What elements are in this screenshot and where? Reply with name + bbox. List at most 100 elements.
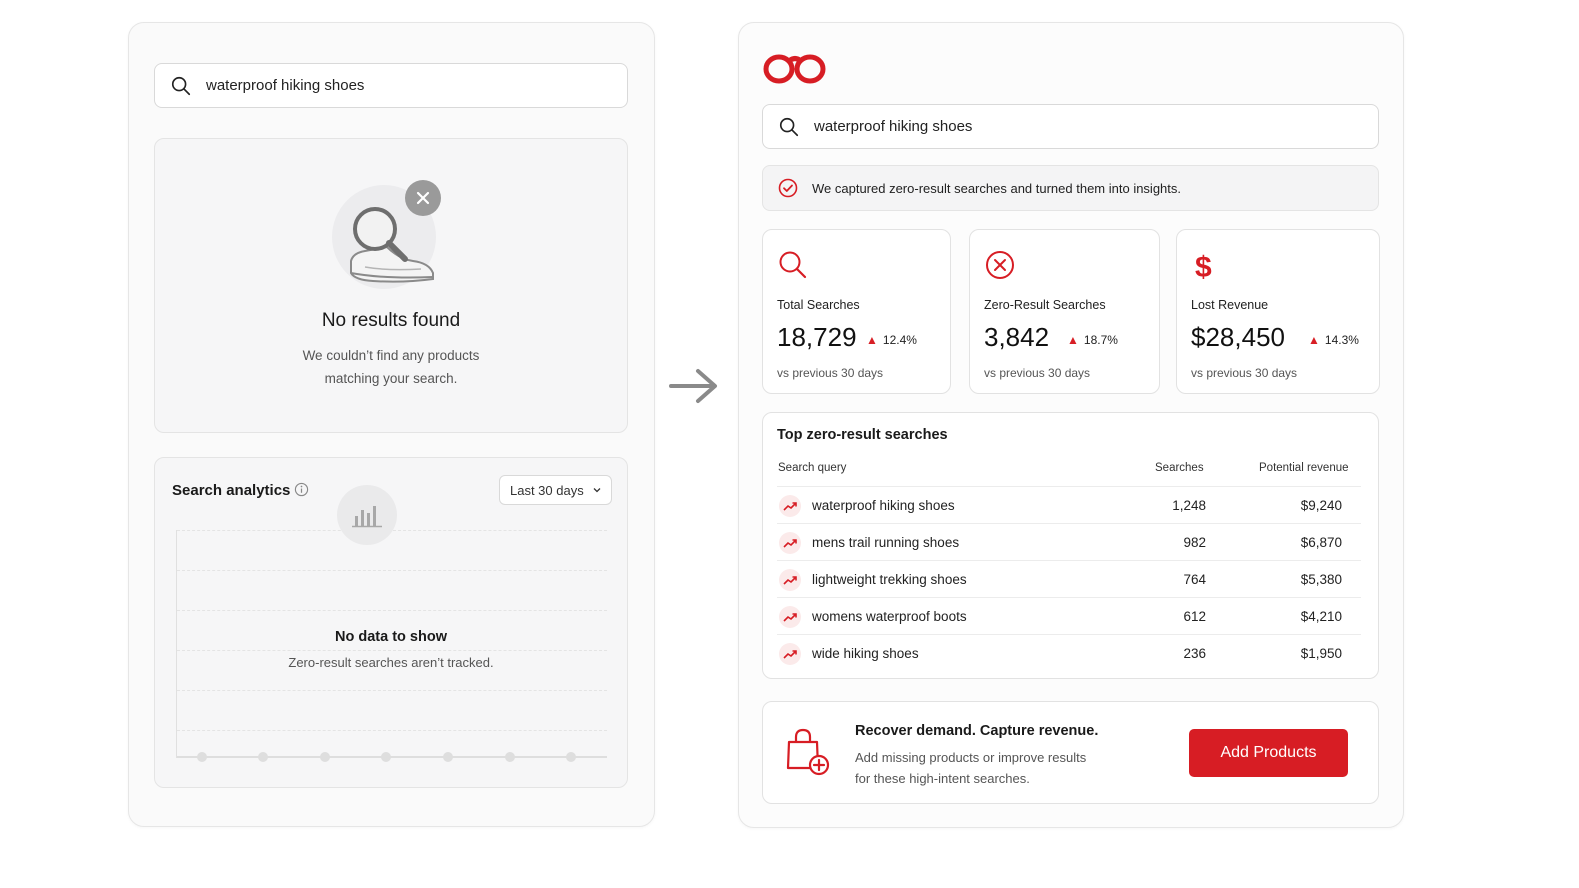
analytics-title: Search analytics [172,482,291,499]
axis-dot [505,752,515,762]
no-data-desc: Zero-result searches aren’t tracked. [288,655,494,670]
up-arrow-icon: ▲ [866,333,878,347]
stat-change: ▲ 14.3% [1308,333,1359,347]
grid-line [177,570,607,571]
axis-dot [197,752,207,762]
svg-text:$: $ [1195,251,1212,282]
shoe-magnifier-icon [350,207,434,283]
chevron-down-icon [593,488,601,493]
top-zero-result-table: Top zero-result searches Search query Se… [762,412,1379,679]
up-arrow-icon: ▲ [1308,333,1320,347]
bar-chart-icon [337,485,397,545]
row-searches: 236 [1183,646,1206,661]
empty-results-card: No results found We couldn’t find any pr… [154,138,628,433]
stat-change-value: 18.7% [1083,333,1118,347]
trending-up-icon [779,606,801,628]
shopping-bag-add-icon [786,728,830,776]
cta-desc-line2: for these high-intent searches. [855,771,1030,786]
table-row[interactable]: wide hiking shoes 236 $1,950 [777,634,1361,671]
stat-card-total-searches: Total Searches 18,729 ▲ 12.4% vs previous… [762,229,951,394]
no-data-title: No data to show [335,629,447,645]
insight-notice: We captured zero-result searches and tur… [762,165,1379,211]
close-icon [405,180,441,216]
before-panel: waterproof hiking shoes No results found… [128,22,655,827]
row-revenue: $4,210 [1300,609,1342,624]
row-revenue: $5,380 [1300,572,1342,587]
table-row[interactable]: waterproof hiking shoes 1,248 $9,240 [777,486,1361,523]
date-range-select[interactable]: Last 30 days [499,475,612,505]
column-header-searches: Searches [1155,462,1204,474]
row-searches: 764 [1183,572,1206,587]
stat-value: 3,842 [984,322,1050,352]
table-row[interactable]: mens trail running shoes 982 $6,870 [777,523,1361,560]
stat-subtext: vs previous 30 days [1191,366,1298,380]
axis-dot [566,752,576,762]
date-range-label: Last 30 days [510,482,584,498]
search-analytics-card: Search analytics Last 30 days No data to… [154,457,628,788]
trending-up-icon [779,532,801,554]
stat-card-zero-result-searches: Zero-Result Searches 3,842 ▲ 18.7% vs pre… [969,229,1160,394]
stat-change: ▲ 18.7% [1067,333,1118,347]
row-revenue: $9,240 [1300,498,1342,513]
row-query: womens waterproof boots [812,609,967,624]
x-circle-icon [986,251,1014,279]
search-icon [171,76,191,95]
row-revenue: $6,870 [1300,535,1342,550]
info-icon[interactable] [294,482,309,497]
stat-label: Lost Revenue [1191,298,1269,312]
grid-line [177,730,607,731]
search-query: waterproof hiking shoes [206,77,365,94]
trending-up-icon [779,495,801,517]
stat-value: $28,450 [1191,322,1285,352]
table-row[interactable]: lightweight trekking shoes 764 $5,380 [777,560,1361,597]
stat-card-lost-revenue: $ Lost Revenue $28,450 ▲ 14.3% vs previou… [1176,229,1380,394]
empty-state-desc-line2: matching your search. [324,371,458,386]
search-icon [779,251,807,279]
axis-dot [320,752,330,762]
x-axis [177,756,607,758]
row-query: lightweight trekking shoes [812,572,967,587]
trending-up-icon [779,569,801,591]
cta-title: Recover demand. Capture revenue. [855,723,1099,739]
table-row[interactable]: womens waterproof boots 612 $4,210 [777,597,1361,634]
column-header-revenue: Potential revenue [1259,462,1349,474]
empty-state-title: No results found [321,310,461,331]
stat-subtext: vs previous 30 days [777,366,884,380]
check-circle-icon [778,178,798,198]
row-query: mens trail running shoes [812,535,960,550]
grid-line [177,690,607,691]
stat-subtext: vs previous 30 days [984,366,1091,380]
trending-up-icon [779,643,801,665]
column-header-query: Search query [778,462,847,474]
axis-dot [381,752,391,762]
add-products-button[interactable]: Add Products [1189,729,1348,777]
dollar-icon: $ [1195,251,1212,282]
stat-label: Total Searches [777,298,860,312]
axis-dot [258,752,268,762]
row-query: wide hiking shoes [812,646,919,661]
search-query: waterproof hiking shoes [814,118,973,135]
search-icon [779,117,799,136]
cta-desc-line1: Add missing products or improve results [855,750,1087,765]
search-input[interactable]: waterproof hiking shoes [762,104,1379,149]
stat-change-value: 14.3% [1324,333,1359,347]
stat-change-value: 12.4% [882,333,917,347]
row-query: waterproof hiking shoes [812,498,955,513]
stat-label: Zero-Result Searches [984,298,1106,312]
axis-dot [443,752,453,762]
after-panel: waterproof hiking shoes We captured zero… [738,22,1404,828]
row-searches: 612 [1183,609,1206,624]
empty-state-desc-line1: We couldn’t find any products [302,348,480,363]
grid-line [177,650,607,651]
table-title: Top zero-result searches [777,427,948,443]
row-revenue: $1,950 [1300,646,1342,661]
up-arrow-icon: ▲ [1067,333,1079,347]
row-searches: 982 [1183,535,1206,550]
arrow-right-icon [669,369,717,403]
recover-demand-card: Recover demand. Capture revenue. Add mis… [762,701,1379,804]
stat-change: ▲ 12.4% [866,333,917,347]
row-searches: 1,248 [1172,498,1206,513]
search-input[interactable]: waterproof hiking shoes [154,63,628,108]
grid-line [177,610,607,611]
brand-logo [763,54,826,84]
